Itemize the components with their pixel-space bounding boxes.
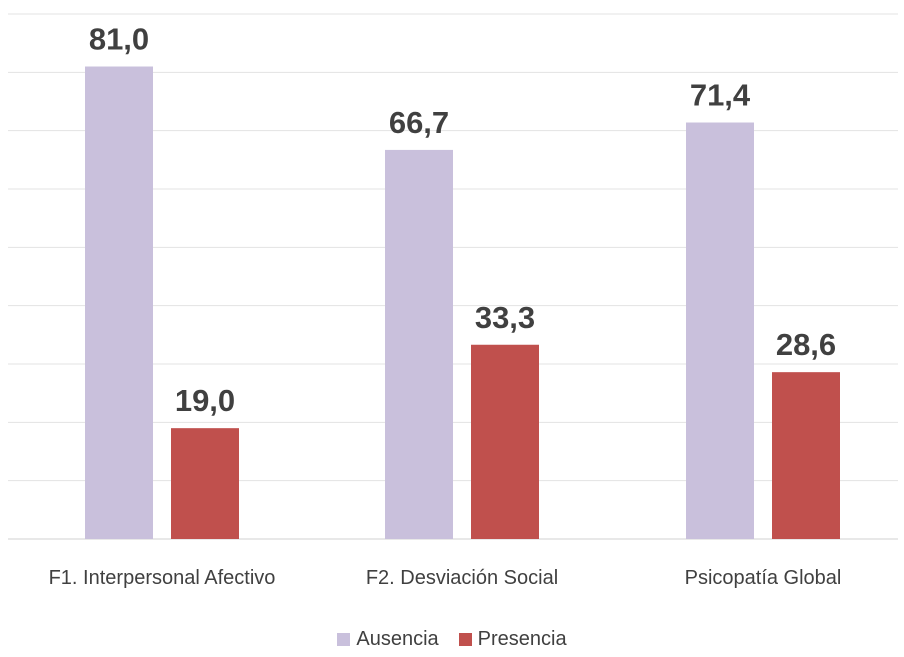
bar-ausencia-3 [686,122,754,539]
bar-ausencia-2 [385,149,453,539]
legend-label-ausencia: Ausencia [356,628,439,650]
legend-item-presencia: Presencia [458,628,567,651]
bar-presencia-1 [171,428,239,539]
category-labels: F1. Interpersonal Afectivo F2. Desviación… [49,567,842,589]
bar-presencia-2 [471,344,539,539]
data-label-presencia-3: 28,6 [776,327,836,362]
data-label-ausencia-3: 71,4 [690,78,751,113]
bar-chart: 81,0 19,0 66,7 33,3 71,4 28,6 F1. Interperson… [8,13,898,589]
data-label-ausencia-2: 66,7 [389,105,449,140]
category-label-1: F1. Interpersonal Afectivo [49,567,276,589]
bars [85,66,840,539]
legend-label-presencia: Presencia [477,628,567,650]
data-label-presencia-1: 19,0 [175,383,235,418]
legend-swatch-presencia [458,633,472,646]
category-label-3: Psicopatía Global [685,567,842,589]
data-label-presencia-2: 33,3 [475,300,535,335]
data-label-ausencia-1: 81,0 [89,22,149,57]
data-labels: 81,0 19,0 66,7 33,3 71,4 28,6 [89,22,836,419]
bar-ausencia-1 [85,66,153,539]
category-label-2: F2. Desviación Social [366,567,558,589]
legend-item-ausencia: Ausencia [337,628,439,651]
bar-presencia-3 [772,372,840,539]
legend: Ausencia Presencia [0,628,904,651]
legend-swatch-ausencia [337,633,351,646]
